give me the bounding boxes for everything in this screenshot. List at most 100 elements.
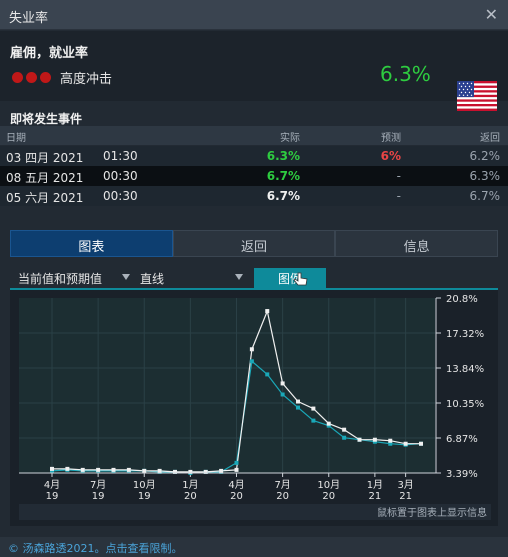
impact-indicator: 高度冲击 — [12, 68, 112, 87]
actual-data-point[interactable] — [388, 438, 393, 443]
series-select[interactable]: 当前值和预期值 — [18, 270, 133, 287]
actual-data-point[interactable] — [219, 468, 224, 473]
actual-data-point[interactable] — [157, 468, 162, 473]
forecast-data-point[interactable] — [296, 405, 300, 410]
x-tick-label-year: 21 — [399, 491, 412, 502]
forecast-data-point[interactable] — [280, 392, 285, 397]
actual-data-point[interactable] — [80, 467, 85, 472]
forecast-data-point[interactable] — [234, 460, 239, 465]
indicator-name: 雇佣，就业率 — [10, 46, 89, 61]
row-time: 00:30 — [103, 189, 138, 203]
chart-type-value: 直线 — [140, 272, 165, 286]
cursor-hand-icon — [293, 272, 308, 286]
y-tick-label: 13.84% — [446, 364, 484, 375]
chart-hint: 鼠标置于图表上显示信息 — [377, 506, 487, 519]
window-title: 失业率 — [9, 11, 49, 26]
table-row[interactable]: 05 六月 2021 00:30 6.7% - 6.7% — [0, 186, 508, 206]
legend-button[interactable]: 图例 — [254, 268, 326, 288]
footer: © 汤森路透2021。点击查看限制。 — [0, 537, 508, 557]
actual-data-point[interactable] — [142, 468, 147, 473]
actual-data-point[interactable] — [403, 441, 408, 446]
chart-type-select[interactable]: 直线 — [140, 270, 248, 287]
header-actual: 实际 — [280, 133, 300, 144]
actual-data-point[interactable] — [265, 309, 270, 314]
actual-data-point[interactable] — [296, 399, 300, 404]
x-tick-label-year: 19 — [46, 491, 59, 502]
y-tick-label: 20.8% — [446, 294, 478, 305]
impact-dot-icon — [40, 72, 51, 83]
indicator-header: 雇佣，就业率 高度冲击 6.3% — [0, 31, 508, 111]
x-tick-label: 3月 — [397, 479, 413, 491]
actual-data-point[interactable] — [326, 421, 331, 426]
tab-info[interactable]: 信息 — [335, 230, 499, 257]
x-tick-label: 10月 — [317, 479, 340, 491]
actual-value: 6.3% — [380, 62, 431, 86]
y-tick-label: 17.32% — [446, 329, 484, 340]
actual-data-point[interactable] — [50, 466, 54, 471]
title-bar: 失业率 ✕ — [0, 0, 508, 30]
header-previous: 返回 — [480, 133, 500, 144]
actual-data-point[interactable] — [96, 467, 101, 472]
chart-panel: 20.8% 17.32% 13.84% 10.35% 6.87% 3.39% 4月 19 7月… — [10, 290, 498, 526]
actual-data-point[interactable] — [357, 437, 362, 442]
x-tick-label: 4月 — [44, 479, 60, 491]
x-tick-label-year: 20 — [184, 491, 197, 502]
actual-data-point[interactable] — [342, 427, 347, 432]
x-tick-label-year: 19 — [138, 491, 151, 502]
x-tick-label-year: 20 — [230, 491, 243, 502]
forecast-data-point[interactable] — [326, 423, 331, 428]
tab-bar: 图表 返回 信息 — [10, 230, 499, 257]
impact-dot-icon — [12, 72, 23, 83]
us-flag-icon — [457, 81, 497, 111]
unemployment-chart[interactable]: 20.8%17.32%13.84%10.35%6.87%3.39% 4月197月… — [10, 290, 498, 526]
actual-data-point[interactable] — [419, 441, 423, 446]
actual-data-point[interactable] — [372, 437, 377, 442]
row-forecast: - — [396, 189, 401, 203]
x-tick-label-year: 20 — [322, 491, 335, 502]
actual-data-point[interactable] — [111, 467, 116, 472]
copyright-link[interactable]: © 汤森路透2021。点击查看限制。 — [8, 542, 183, 555]
chevron-down-icon — [122, 274, 130, 280]
row-forecast: - — [396, 169, 401, 183]
forecast-data-point[interactable] — [372, 439, 377, 444]
y-tick-label: 10.35% — [446, 399, 484, 410]
chart-controls: 当前值和预期值 直线 图例 — [10, 268, 498, 290]
actual-data-point[interactable] — [126, 467, 131, 472]
x-tick-label: 7月 — [274, 479, 290, 491]
row-date: 08 五月 2021 — [6, 171, 84, 185]
chevron-down-icon — [235, 274, 243, 280]
actual-data-point[interactable] — [311, 406, 316, 411]
actual-data-point[interactable] — [188, 469, 193, 474]
close-icon[interactable]: ✕ — [484, 5, 498, 24]
row-date: 05 六月 2021 — [6, 191, 84, 205]
plot-area — [19, 298, 435, 473]
forecast-data-point[interactable] — [311, 418, 316, 423]
table-row[interactable]: 08 五月 2021 00:30 6.7% - 6.3% — [0, 166, 508, 186]
tab-history[interactable]: 返回 — [172, 230, 336, 257]
table-row[interactable]: 03 四月 2021 01:30 6.3% 6% 6.2% — [0, 146, 508, 166]
row-time: 01:30 — [103, 149, 138, 163]
forecast-data-point[interactable] — [342, 435, 347, 440]
row-date: 03 四月 2021 — [6, 151, 84, 165]
x-tick-label-year: 21 — [369, 491, 382, 502]
actual-data-point[interactable] — [65, 466, 70, 471]
actual-data-point[interactable] — [234, 467, 239, 472]
row-previous: 6.7% — [469, 189, 501, 203]
forecast-data-point[interactable] — [50, 468, 54, 473]
header-date: 日期 — [6, 133, 26, 144]
actual-data-point[interactable] — [173, 469, 177, 474]
x-tick-label: 7月 — [90, 479, 106, 491]
row-previous: 6.3% — [469, 169, 501, 183]
forecast-data-point[interactable] — [265, 372, 270, 377]
actual-data-point[interactable] — [280, 381, 285, 386]
actual-data-point[interactable] — [249, 347, 254, 352]
y-tick-label: 6.87% — [446, 434, 478, 445]
forecast-data-point[interactable] — [388, 441, 393, 446]
row-previous: 6.2% — [469, 149, 501, 163]
impact-dot-icon — [26, 72, 37, 83]
tab-chart[interactable]: 图表 — [10, 230, 173, 257]
hint-bar — [19, 504, 491, 520]
actual-data-point[interactable] — [203, 469, 208, 474]
forecast-data-point[interactable] — [249, 359, 254, 364]
row-actual: 6.7% — [266, 189, 300, 203]
